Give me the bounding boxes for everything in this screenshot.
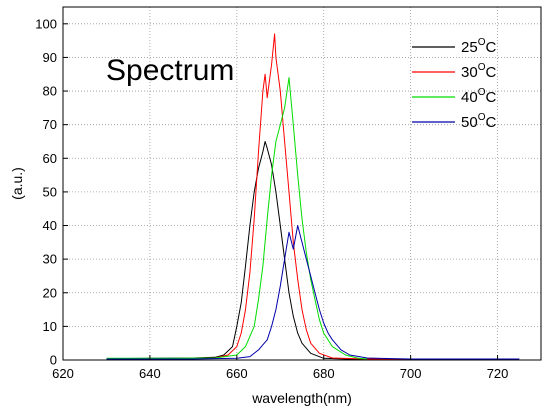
y-axis-title: (a.u.) (9, 167, 25, 200)
legend-label-25: 25OC (461, 37, 496, 56)
x-tick-label: 640 (139, 366, 161, 381)
y-tick-label: 10 (43, 319, 57, 334)
legend: 25OC 30OC 40OC 50OC (412, 37, 496, 131)
legend-label-30: 30OC (461, 62, 496, 81)
x-tick-label: 700 (400, 366, 422, 381)
y-tick-label: 0 (50, 353, 57, 368)
y-tick-label: 70 (43, 117, 57, 132)
y-tick-label: 80 (43, 84, 57, 99)
y-tick-label: 40 (43, 218, 57, 233)
grid-layer (63, 7, 541, 360)
y-tick-label: 100 (35, 16, 57, 31)
x-tick-label: 620 (52, 366, 74, 381)
chart-annotation: Spectrum (106, 54, 234, 87)
x-tick-label: 660 (226, 366, 248, 381)
series-line-25 (106, 141, 368, 360)
y-tick-label: 60 (43, 151, 57, 166)
plot-frame (62, 6, 542, 361)
x-tick-label: 720 (487, 366, 509, 381)
series-line-50 (106, 225, 520, 360)
legend-label-40: 40OC (461, 87, 496, 106)
x-axis-title: wavelength(nm) (251, 390, 352, 406)
series-layer (106, 33, 520, 360)
tick-layer: 620 640 660 680 700 720 0 10 20 30 40 50 60 70 80 90 100 (35, 16, 508, 381)
series-line-30 (106, 33, 411, 360)
legend-label-50: 50OC (461, 112, 496, 131)
series-line-40 (106, 77, 368, 360)
y-tick-label: 50 (43, 184, 57, 199)
y-tick-label: 20 (43, 285, 57, 300)
y-tick-label: 90 (43, 50, 57, 65)
y-tick-label: 30 (43, 252, 57, 267)
x-tick-label: 680 (313, 366, 335, 381)
